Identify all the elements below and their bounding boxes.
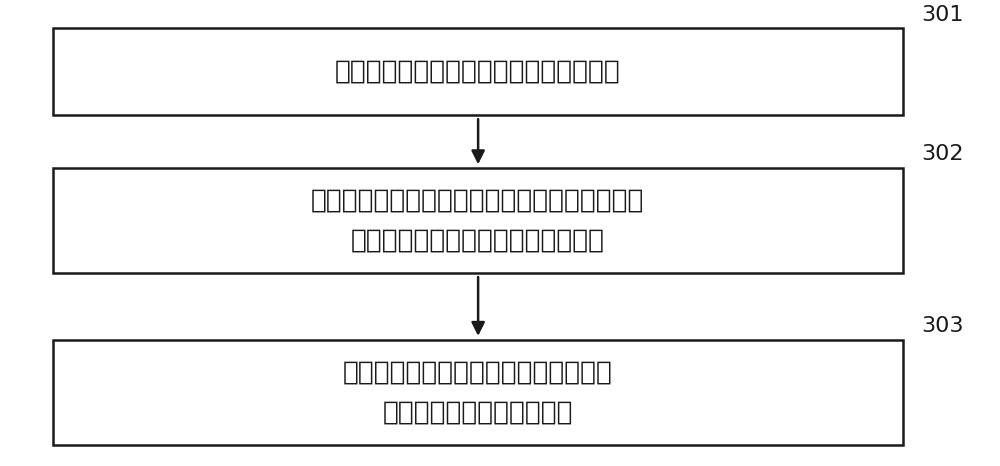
Text: 使用所述矿物油乳化液洗涤含苯废气，废气达标
排放且得到吸收了苯的矿物油乳化液: 使用所述矿物油乳化液洗涤含苯废气，废气达标 排放且得到吸收了苯的矿物油乳化液 — [311, 188, 644, 254]
Bar — [53, 168, 903, 274]
Text: 将所述吸收了苯的矿物油乳化液破乳、
油水分离，得到含笼矿物油: 将所述吸收了苯的矿物油乳化液破乳、 油水分离，得到含笼矿物油 — [343, 359, 613, 425]
Bar — [53, 28, 903, 116]
Text: 301: 301 — [921, 5, 964, 25]
Text: 302: 302 — [921, 144, 964, 164]
Bar — [53, 340, 903, 445]
Text: 303: 303 — [921, 316, 964, 336]
Text: 将废矿物油与水混合，得到矿物油乳化液: 将废矿物油与水混合，得到矿物油乳化液 — [335, 59, 620, 85]
